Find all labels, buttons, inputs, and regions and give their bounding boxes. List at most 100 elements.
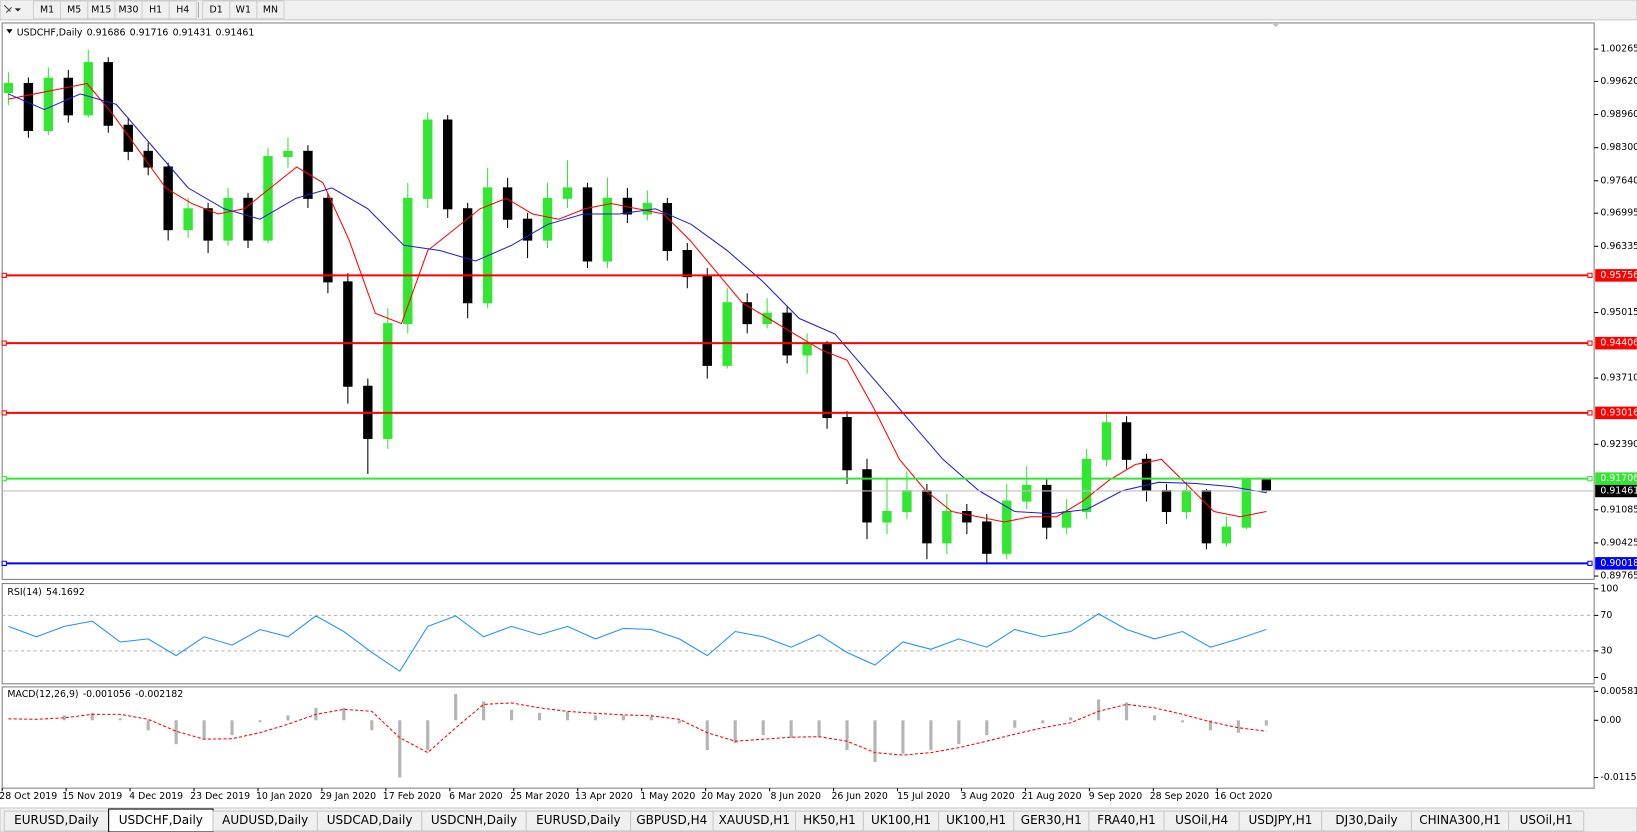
symbol-tab-label[interactable]: GBPUSD,H4 xyxy=(636,813,707,827)
indicator-header: RSI(14) 54.1692 xyxy=(7,586,84,597)
symbol-tab-label[interactable]: UK100,H1 xyxy=(946,813,1006,827)
macd-bar xyxy=(1069,717,1073,721)
symbol-dropdown[interactable] xyxy=(6,29,13,34)
symbol-tab[interactable] xyxy=(1508,810,1585,832)
indicator-name: RSI(14) xyxy=(7,586,41,597)
candle-body xyxy=(1181,490,1192,513)
level-handle[interactable] xyxy=(1,476,7,482)
candle-body xyxy=(562,187,573,199)
x-tick-label: 23 Dec 2019 xyxy=(190,791,250,802)
candle-body xyxy=(343,281,353,387)
level-handle[interactable] xyxy=(1587,340,1593,346)
x-tick-label: 4 Dec 2019 xyxy=(129,791,183,802)
candle-body xyxy=(143,150,153,168)
candle-body xyxy=(842,417,852,471)
y-tick-label: 0.98300 xyxy=(1600,142,1637,153)
macd-bar xyxy=(649,716,653,721)
timeframe-label[interactable]: MN xyxy=(263,4,278,15)
macd-bar xyxy=(426,720,430,751)
y-tick-label: 0.98960 xyxy=(1600,109,1637,120)
candle-body xyxy=(482,187,493,304)
level-price-box xyxy=(1595,472,1637,485)
timeframe-label[interactable]: M5 xyxy=(67,4,81,15)
y-tick-label: 0.90425 xyxy=(1600,537,1637,548)
candle-body xyxy=(1101,422,1112,460)
timeframe-button[interactable] xyxy=(256,0,285,20)
symbol-tab-label[interactable]: CHINA300,H1 xyxy=(1419,813,1501,827)
macd-bar xyxy=(929,720,933,751)
x-tick-label: 26 Jun 2020 xyxy=(831,791,887,802)
candle-body xyxy=(203,208,213,241)
symbol-tab-label[interactable]: DJ30,Daily xyxy=(1335,813,1397,827)
candle-body xyxy=(922,490,932,544)
symbol-tab-label[interactable]: XAUUSD,H1 xyxy=(719,813,790,827)
macd-bar xyxy=(482,701,486,721)
timeframe-label[interactable]: M30 xyxy=(118,4,138,15)
toolbar-icon[interactable] xyxy=(3,4,12,13)
timeframe-label[interactable]: W1 xyxy=(236,4,251,15)
level-handle[interactable] xyxy=(1,410,7,416)
header-value: 0.91461 xyxy=(216,27,255,38)
level-handle[interactable] xyxy=(1587,272,1593,278)
symbol-tab-label[interactable]: EURUSD,Daily xyxy=(536,813,621,827)
y-tick-label: 0.96995 xyxy=(1600,208,1637,219)
x-tick-label: 16 Oct 2020 xyxy=(1214,791,1272,802)
macd-bar xyxy=(677,720,681,724)
symbol-tab-label[interactable]: USOil,H4 xyxy=(1175,813,1228,827)
macd-bar xyxy=(761,720,765,736)
level-handle[interactable] xyxy=(1,340,7,346)
level-handle[interactable] xyxy=(1587,560,1593,566)
y-tick-label: 0.91085 xyxy=(1600,504,1637,515)
x-tick-label: 17 Feb 2020 xyxy=(383,791,441,802)
candle-body xyxy=(862,469,872,523)
timeframe-label[interactable]: D1 xyxy=(210,4,223,15)
level-handle[interactable] xyxy=(1587,476,1593,482)
symbol-tab-label[interactable]: USOil,H1 xyxy=(1520,813,1573,827)
candle-body xyxy=(243,197,253,241)
x-tick-label: 21 Aug 2020 xyxy=(1021,791,1081,802)
symbol-tab-label[interactable]: GER30,H1 xyxy=(1021,813,1082,827)
candle-body xyxy=(822,343,832,419)
x-tick-label: 6 Mar 2020 xyxy=(449,791,503,802)
timeframe-label[interactable]: M1 xyxy=(40,4,54,15)
moving-average xyxy=(8,93,1267,515)
macd-bar xyxy=(789,720,793,738)
macd-bar xyxy=(370,720,374,731)
level-handle[interactable] xyxy=(1,560,7,566)
x-tick-label: 28 Sep 2020 xyxy=(1150,791,1209,802)
symbol-tab-label[interactable]: AUDUSD,Daily xyxy=(222,813,308,827)
candle-body xyxy=(163,166,173,231)
candle-body xyxy=(522,218,533,241)
symbol-tab-label[interactable]: USDCHF,Daily xyxy=(119,813,203,827)
symbol-tab-label[interactable]: UK100,H1 xyxy=(871,813,931,827)
macd-bar xyxy=(901,720,905,754)
level-handle[interactable] xyxy=(1,272,7,278)
candle-body xyxy=(323,197,333,283)
macd-bar xyxy=(202,720,206,740)
timeframe-label[interactable]: H1 xyxy=(149,4,162,15)
symbol-tab-label[interactable]: FRA40,H1 xyxy=(1097,813,1156,827)
signal-line xyxy=(8,702,1267,756)
symbol-tab-label[interactable]: USDCNH,Daily xyxy=(431,813,517,827)
macd-bar xyxy=(90,712,94,721)
y-tick-label: 0.93710 xyxy=(1600,373,1637,384)
symbol-tab-label[interactable]: EURUSD,Daily xyxy=(14,813,99,827)
toolbar-dropdown[interactable] xyxy=(14,8,21,12)
candle-body xyxy=(802,343,812,356)
timeframe-label[interactable]: M15 xyxy=(91,4,111,15)
timeframe-label[interactable]: H4 xyxy=(176,4,189,15)
macd-bar xyxy=(1013,720,1017,728)
level-price-label: 0.91706 xyxy=(1600,473,1637,484)
symbol-tab-label[interactable]: HK50,H1 xyxy=(803,813,856,827)
timeframe-button[interactable] xyxy=(168,0,197,20)
symbol-tab-label[interactable]: USDJPY,H1 xyxy=(1248,813,1312,827)
symbol-tab-label[interactable]: USDCAD,Daily xyxy=(327,813,413,827)
macd-bar xyxy=(1208,720,1212,731)
candle-body xyxy=(383,323,393,439)
macd-bar xyxy=(230,720,234,736)
candle-body xyxy=(702,276,712,366)
level-handle[interactable] xyxy=(1587,410,1593,416)
indicator-name: MACD(12,26,9) xyxy=(7,689,78,700)
